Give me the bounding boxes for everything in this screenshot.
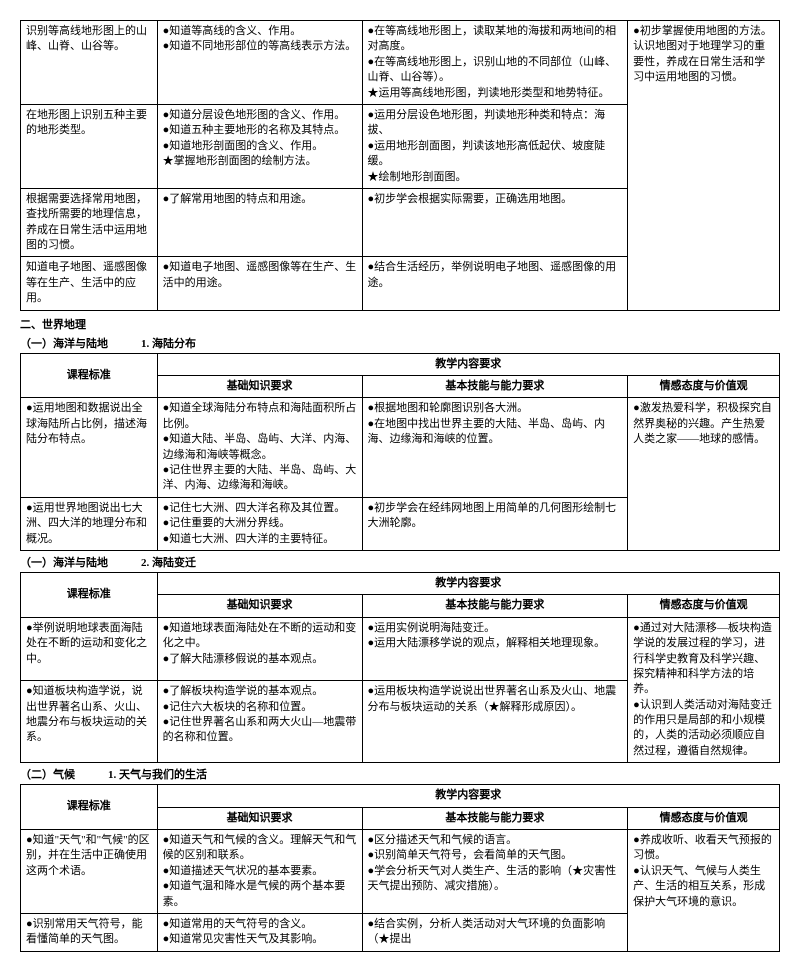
- table-cell: ●知道"天气"和"气候"的区别，并在生活中正确使用这两个术语。: [21, 830, 158, 914]
- table-cell: ●知道电子地图、遥感图像等在生产、生活中的用途。: [157, 257, 362, 310]
- table-cell: ●在等高线地形图上，读取某地的海拔和两地间的相对高度。●在等高线地形图上，识别山…: [362, 21, 628, 105]
- table-cell: 课程标准: [21, 785, 158, 830]
- table-cell: 情感态度与价值观: [628, 807, 780, 829]
- table-cell: ●运用实例说明海陆变迁。●运用大陆漂移学说的观点，解释相关地理现象。: [362, 617, 628, 681]
- table-cell: ●运用板块构造学说说出世界著名山系及火山、地震分布与板块运动的关系（★解释形成原…: [362, 681, 628, 763]
- table-cell: ●通过对大陆漂移—板块构造学说的发展过程的学习，进行科学史教育及科学兴趣、探究精…: [628, 617, 780, 763]
- table-cell: ●初步掌握使用地图的方法。认识地图对于地理学习的重要性，养成在日常生活和学习中运…: [628, 21, 780, 311]
- table-row: ●知道"天气"和"气候"的区别，并在生活中正确使用这两个术语。●知道天气和气候的…: [21, 830, 780, 914]
- table-cell: ●知道天气和气候的含义。理解天气和气候的区别和联系。●知道描述天气状况的基本要素…: [157, 830, 362, 914]
- table-cell: ●了解板块构造学说的基本观点。●记住六大板块的名称和位置。●记住世界著名山系和两…: [157, 681, 362, 763]
- section-world-geo: 二、世界地理: [20, 316, 780, 332]
- table-cell: 在地形图上识别五种主要的地形类型。: [21, 104, 158, 188]
- table-cell: ●知道等高线的含义、作用。●知道不同地形部位的等高线表示方法。: [157, 21, 362, 105]
- table-cell: 根据需要选择常用地图，查找所需要的地理信息，养成在日常生活中运用地图的习惯。: [21, 188, 158, 257]
- table-cell: ●举例说明地球表面海陆处在不断的运动和变化之中。: [21, 617, 158, 681]
- sub1-title: （一）海洋与陆地 1. 海陆分布: [20, 335, 780, 351]
- table-cell: ●知道全球海陆分布特点和海陆面积所占比例。●知道大陆、半岛、岛屿、大洋、内海、边…: [157, 398, 362, 497]
- table-row: ●举例说明地球表面海陆处在不断的运动和变化之中。●知道地球表面海陆处在不断的运动…: [21, 617, 780, 681]
- table-cell: 教学内容要求: [157, 785, 779, 807]
- table-cell: ●记住七大洲、四大洋名称及其位置。●记住重要的大洲分界线。●知道七大洲、四大洋的…: [157, 497, 362, 550]
- table-header: 课程标准教学内容要求: [21, 572, 780, 594]
- table-top: 识别等高线地形图上的山峰、山脊、山谷等。●知道等高线的含义、作用。●知道不同地形…: [20, 20, 780, 311]
- sub2-title: （一）海洋与陆地 2. 海陆变迁: [20, 554, 780, 570]
- table-cell: 基础知识要求: [157, 595, 362, 617]
- table-cell: 教学内容要求: [157, 572, 779, 594]
- table-cell: ●运用分层设色地形图，判读地形种类和特点：海拔、●运用地形剖面图，判读该地形高低…: [362, 104, 628, 188]
- table-cell: 知道电子地图、遥感图像等在生产、生活中的应用。: [21, 257, 158, 310]
- table-cell: 基本技能与能力要求: [362, 595, 628, 617]
- table-cell: 情感态度与价值观: [628, 376, 780, 398]
- table-header: 课程标准教学内容要求: [21, 785, 780, 807]
- table-cell: ●初步学会在经纬网地图上用简单的几何图形绘制七大洲轮廓。: [362, 497, 628, 550]
- table-cell: 基本技能与能力要求: [362, 376, 628, 398]
- table-cell: ●了解常用地图的特点和用途。: [157, 188, 362, 257]
- table-cell: ●结合实例，分析人类活动对大气环境的负面影响（★提出: [362, 913, 628, 951]
- table-cell: ●运用世界地图说出七大洲、四大洋的地理分布和概况。: [21, 497, 158, 550]
- table-header: 课程标准教学内容要求: [21, 353, 780, 375]
- table-cell: ●识别常用天气符号，能看懂简单的天气图。: [21, 913, 158, 951]
- table-cell: ●知道板块构造学说，说出世界著名山系、火山、地震分布与板块运动的关系。: [21, 681, 158, 763]
- table-cell: ●区分描述天气和气候的语言。●识别简单天气符号，会看简单的天气图。●学会分析天气…: [362, 830, 628, 914]
- table-cell: ●运用地图和数据说出全球海陆所占比例，描述海陆分布特点。: [21, 398, 158, 497]
- table-cell: ●知道地球表面海陆处在不断的运动和变化之中。●了解大陆漂移假说的基本观点。: [157, 617, 362, 681]
- table-cell: 教学内容要求: [157, 353, 779, 375]
- table-cell: 识别等高线地形图上的山峰、山脊、山谷等。: [21, 21, 158, 105]
- table-cell: 课程标准: [21, 353, 158, 398]
- sub3-title: （二）气候 1. 天气与我们的生活: [20, 766, 780, 782]
- table-cell: ●养成收听、收看天气预报的习惯。●认识天气、气候与人类生产、生活的相互关系，形成…: [628, 830, 780, 952]
- table-cell: 基础知识要求: [157, 807, 362, 829]
- table-cell: ●初步学会根据实际需要，正确选用地图。: [362, 188, 628, 257]
- table-sub3: 课程标准教学内容要求基础知识要求基本技能与能力要求情感态度与价值观●知道"天气"…: [20, 784, 780, 952]
- table-row: ●运用地图和数据说出全球海陆所占比例，描述海陆分布特点。●知道全球海陆分布特点和…: [21, 398, 780, 497]
- table-cell: 情感态度与价值观: [628, 595, 780, 617]
- table-cell: 课程标准: [21, 572, 158, 617]
- table-row: 识别等高线地形图上的山峰、山脊、山谷等。●知道等高线的含义、作用。●知道不同地形…: [21, 21, 780, 105]
- table-cell: ●结合生活经历，举例说明电子地图、遥感图像的用途。: [362, 257, 628, 310]
- table-cell: ●激发热爱科学，积极探究自然界奥秘的兴趣。产生热爱人类之家——地球的感情。: [628, 398, 780, 551]
- table-sub2: 课程标准教学内容要求基础知识要求基本技能与能力要求情感态度与价值观●举例说明地球…: [20, 572, 780, 763]
- table-cell: ●知道分层设色地形图的含义、作用。●知道五种主要地形的名称及其特点。●知道地形剖…: [157, 104, 362, 188]
- table-cell: 基础知识要求: [157, 376, 362, 398]
- table-cell: ●知道常用的天气符号的含义。●知道常见灾害性天气及其影响。: [157, 913, 362, 951]
- table-cell: ●根据地图和轮廓图识别各大洲。●在地图中找出世界主要的大陆、半岛、岛屿、内海、边…: [362, 398, 628, 497]
- table-cell: 基本技能与能力要求: [362, 807, 628, 829]
- table-sub1: 课程标准教学内容要求基础知识要求基本技能与能力要求情感态度与价值观●运用地图和数…: [20, 353, 780, 551]
